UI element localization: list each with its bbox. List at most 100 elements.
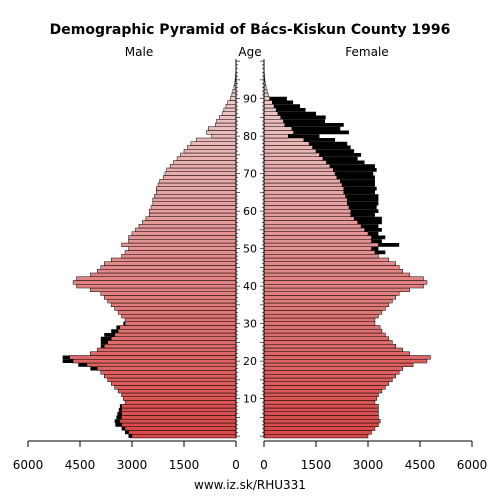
female-bar-age-19: [263, 362, 414, 367]
female-bar-age-43: [263, 272, 410, 277]
female-bar-age-67: [263, 182, 343, 187]
female-bar-age-12: [263, 389, 383, 394]
female-excess-age-90: [269, 96, 287, 101]
male-excess-age-0: [128, 434, 132, 438]
female-bar-age-84: [263, 119, 284, 124]
female-bar-age-66: [263, 186, 344, 191]
male-bar-age-7: [121, 407, 237, 412]
female-bar-age-86: [263, 111, 279, 116]
female-excess-age-85: [280, 115, 326, 120]
female-excess-age-60: [350, 209, 379, 213]
female-bar-age-55: [263, 227, 365, 232]
male-bar-age-63: [152, 197, 237, 202]
female-bar-age-4: [263, 419, 381, 424]
male-excess-age-20: [62, 359, 74, 363]
female-bar-age-29: [263, 325, 381, 330]
female-excess-age-50: [371, 246, 379, 251]
female-bar-age-40: [263, 284, 424, 289]
male-bar-age-32: [121, 314, 237, 319]
age-tick-label-10: 10: [243, 393, 257, 406]
female-bar-age-81: [263, 130, 294, 135]
female-bar-age-32: [263, 314, 379, 319]
male-bar-age-36: [107, 299, 237, 304]
female-bar-age-65: [263, 190, 344, 195]
female-bar-age-25: [263, 340, 393, 345]
female-bar-age-75: [263, 152, 320, 157]
male-excess-age-24: [100, 344, 105, 348]
female-excess-age-53: [371, 235, 386, 240]
male-bar-age-18: [97, 366, 237, 371]
female-excess-age-79: [303, 138, 336, 142]
male-bar-age-23: [97, 347, 237, 352]
male-bar-age-74: [176, 156, 237, 161]
age-axis: 10 20 30 40 50 60 70 80 90: [235, 59, 265, 438]
male-bar-age-83: [214, 122, 237, 127]
male-bars: [62, 59, 237, 439]
male-bar-age-58: [145, 216, 237, 221]
age-tick-label-50: 50: [243, 243, 257, 256]
female-bar-age-49: [263, 250, 376, 255]
male-bar-age-14: [110, 381, 237, 386]
chart-title: Demographic Pyramid of Bács-Kiskun Count…: [50, 22, 451, 38]
x-tick-label-5: 0: [260, 458, 268, 472]
x-tick-label-3: 1500: [169, 458, 200, 472]
female-bar-age-46: [263, 261, 396, 266]
age-tick-label-40: 40: [243, 280, 257, 293]
female-bar-age-15: [263, 377, 393, 382]
male-bar-age-68: [159, 179, 237, 184]
male-excess-age-21: [62, 355, 70, 360]
x-tick-label-2: 3000: [117, 458, 148, 472]
female-bar-age-85: [263, 115, 281, 120]
male-bar-age-11: [121, 392, 237, 397]
female-excess-age-84: [283, 119, 326, 123]
female-bar-age-33: [263, 310, 383, 315]
female-bar-age-18: [263, 366, 403, 371]
x-tick-label-7: 3000: [353, 458, 384, 472]
male-bar-age-51: [121, 242, 237, 247]
female-bar-age-35: [263, 302, 390, 307]
male-bar-age-88: [225, 104, 237, 109]
female-bar-age-45: [263, 265, 400, 270]
male-bar-age-17: [100, 370, 237, 375]
female-bar-age-39: [263, 287, 410, 292]
male-bar-age-62: [152, 201, 237, 206]
female-excess-age-54: [368, 231, 379, 236]
male-bar-age-69: [162, 175, 237, 180]
male-bar-age-65: [156, 190, 237, 195]
female-excess-age-61: [348, 205, 377, 210]
female-excess-age-83: [284, 123, 344, 127]
male-bar-age-60: [149, 209, 237, 214]
female-bar-age-0: [263, 434, 369, 439]
male-bar-age-82: [208, 126, 237, 131]
female-bar-age-9: [263, 400, 376, 405]
male-bar-age-71: [166, 167, 237, 172]
male-bar-age-27: [114, 332, 237, 337]
female-excess-age-70: [335, 171, 374, 176]
female-bar-age-31: [263, 317, 376, 322]
female-excess-age-88: [274, 104, 301, 108]
female-bar-age-36: [263, 299, 393, 304]
male-bar-age-56: [138, 224, 237, 229]
female-excess-age-71: [333, 168, 377, 172]
male-bar-age-89: [227, 100, 237, 105]
female-bar-age-42: [263, 276, 424, 281]
male-bar-age-5: [121, 415, 237, 420]
age-tick-label-30: 30: [243, 318, 257, 331]
male-bar-age-34: [114, 306, 237, 311]
male-bar-age-45: [100, 265, 237, 270]
male-bar-age-2: [124, 426, 237, 431]
male-bar-age-73: [173, 160, 237, 165]
male-excess-age-19: [78, 363, 87, 367]
female-excess-age-87: [276, 108, 306, 112]
male-bar-age-57: [142, 220, 237, 225]
male-bar-age-37: [104, 295, 237, 300]
male-excess-age-25: [100, 340, 108, 345]
male-bar-age-31: [124, 317, 237, 322]
male-excess-age-29: [116, 325, 120, 330]
male-bar-age-91: [231, 92, 237, 97]
female-bar-age-13: [263, 385, 386, 390]
female-bar-age-47: [263, 257, 390, 262]
male-excess-age-27: [104, 333, 115, 337]
female-excess-age-51: [378, 243, 400, 247]
female-bar-age-5: [263, 415, 379, 420]
